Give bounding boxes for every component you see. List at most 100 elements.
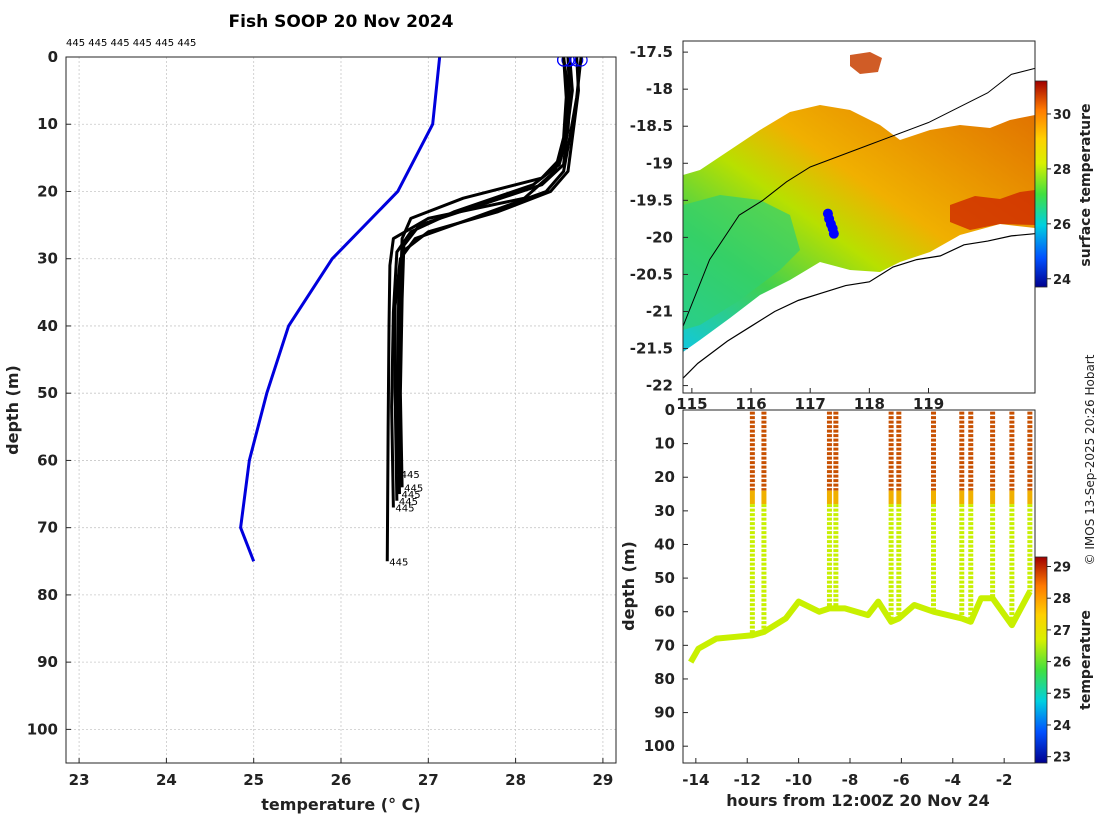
temperature-colorbar-tick-label: 23	[1053, 751, 1071, 766]
shelf-contour	[683, 67, 1035, 327]
section-xtick-label: -8	[842, 771, 859, 789]
map-xticks: 115 116 117 118 119	[676, 388, 944, 413]
profile-start-marker	[574, 57, 588, 67]
profile-ytick-label: 10	[37, 115, 58, 133]
section-xtick-label: -4	[944, 771, 961, 789]
profile-xlabel: temperature (° C)	[261, 795, 420, 814]
temperature-colorbar-tick-label: 26	[1053, 656, 1071, 671]
map-xtick-label: 117	[795, 395, 826, 413]
profile-ytick-label: 20	[37, 182, 58, 200]
profile-xtick-label: 23	[69, 771, 90, 789]
profile-xtick-label: 28	[505, 771, 526, 789]
profile-ytick-label: 50	[37, 384, 58, 402]
surface-colorbar-tick-label: 24	[1053, 273, 1071, 288]
profile-grid	[66, 56, 616, 763]
profile-ytick-label: 80	[37, 586, 58, 604]
sst-field	[683, 105, 1035, 352]
map-plot	[683, 41, 1035, 393]
section-ytick-label: 40	[654, 535, 675, 553]
profile-ytick-label: 90	[37, 653, 58, 671]
section-plot	[683, 410, 1035, 763]
surface-colorbar-tick-label: 26	[1053, 218, 1071, 233]
section-xticks: -14 -12 -10 -8 -6 -4 -2	[682, 758, 1013, 789]
section-ytick-label: 50	[654, 569, 675, 587]
map-xtick-label: 116	[735, 395, 766, 413]
map-ytick-label: -19	[646, 154, 673, 172]
profile-xtick-label: 25	[243, 771, 264, 789]
surface-colorbar-tick-label: 28	[1053, 163, 1071, 178]
profile-line	[397, 57, 570, 474]
section-xtick-label: -2	[996, 771, 1013, 789]
profile-end-label: 445	[401, 470, 420, 481]
profile-start-marker	[561, 57, 575, 67]
profile-end-label: 445	[399, 497, 418, 508]
profile-yticks: 0 10 20 30 40 50 60 70 80 90 100	[27, 48, 71, 738]
warm-patch-north	[850, 52, 882, 74]
temperature-colorbar	[1034, 556, 1048, 764]
map-ytick-label: -21.5	[630, 340, 673, 358]
ship-track-point	[828, 228, 839, 239]
profile-start-marker	[570, 57, 584, 67]
map-ytick-label: -22	[646, 377, 673, 395]
section-ylabel: depth (m)	[619, 541, 638, 631]
profile-xticks: 23 24 25 26 27 28 29	[69, 758, 613, 789]
profile-end-label: 445	[395, 503, 414, 514]
surface-colorbar	[1034, 80, 1048, 288]
cool-patch-west	[683, 195, 800, 330]
section-yticks: 0 10 20 30 40 50 60 70 80 90 100	[644, 401, 688, 755]
map-xtick-label: 115	[676, 395, 707, 413]
profile-end-label: 445	[404, 483, 423, 494]
map-xtick-label: 119	[913, 395, 944, 413]
ship-track	[822, 208, 839, 239]
profile-ytick-label: 0	[48, 48, 58, 66]
section-ytick-label: 60	[654, 603, 675, 621]
profile-top-labels: 445 445 445 445 445 445	[66, 38, 196, 49]
temperature-colorbar-tick-label: 28	[1053, 592, 1071, 607]
map-ytick-label: -20.5	[630, 265, 673, 283]
section-ytick-label: 30	[654, 502, 675, 520]
temperature-colorbar-label: temperature	[1078, 610, 1094, 710]
profile-ytick-label: 40	[37, 317, 58, 335]
section-xlabel: hours from 12:00Z 20 Nov 24	[726, 791, 989, 810]
profile-ytick-label: 60	[37, 451, 58, 469]
profile-end-label: 445	[389, 557, 408, 568]
surface-colorbar-label: surface temperature	[1078, 103, 1094, 266]
profile-ylabel: depth (m)	[3, 365, 22, 455]
section-ytick-label: 100	[644, 737, 675, 755]
temperature-colorbar-tick-label: 29	[1053, 561, 1071, 576]
profile-ytick-label: 70	[37, 519, 58, 537]
section-xtick-label: -14	[682, 771, 709, 789]
reference-profile-line	[239, 57, 442, 562]
temperature-colorbar-tick-label: 27	[1053, 624, 1071, 639]
section-bottom-trace	[688, 590, 1033, 664]
profile-xtick-label: 27	[418, 771, 439, 789]
section-ytick-label: 70	[654, 636, 675, 654]
profile-ytick-label: 100	[27, 720, 58, 738]
map-ytick-label: -18.5	[630, 117, 673, 135]
profile-ytick-label: 30	[37, 250, 58, 268]
map-ytick-label: -18	[646, 80, 673, 98]
profile-line	[393, 57, 583, 501]
coastline	[683, 233, 1035, 379]
profile-end-label: 445	[401, 490, 420, 501]
map-yticks: -17.5 -18 -18.5 -19 -19.5 -20 -20.5 -21 -21.5 -22	[630, 43, 688, 395]
surface-colorbar-tick-label: 30	[1053, 108, 1071, 123]
section-bottom-line	[688, 590, 1033, 664]
profile-line	[396, 57, 580, 495]
profile-xtick-label: 26	[331, 771, 352, 789]
temperature-colorbar-tick-label: 25	[1053, 687, 1071, 702]
section-xtick-label: -6	[893, 771, 910, 789]
map-ytick-label: -21	[646, 302, 673, 320]
profile-lines	[385, 57, 588, 562]
section-casts	[749, 411, 1033, 636]
map-panel: -17.5 -18 -18.5 -19 -19.5 -20 -20.5 -21 -21.5 -22…	[630, 40, 1094, 413]
profile-panel: 445 445 445 445 445 445 4454454454454454…	[3, 38, 617, 814]
profile-start-marker	[557, 57, 571, 67]
profile-xtick-label: 24	[156, 771, 177, 789]
profile-plot	[239, 57, 588, 562]
map-ytick-label: -19.5	[630, 191, 673, 209]
profile-xtick-label: 29	[592, 771, 613, 789]
section-xtick-label: -10	[785, 771, 812, 789]
